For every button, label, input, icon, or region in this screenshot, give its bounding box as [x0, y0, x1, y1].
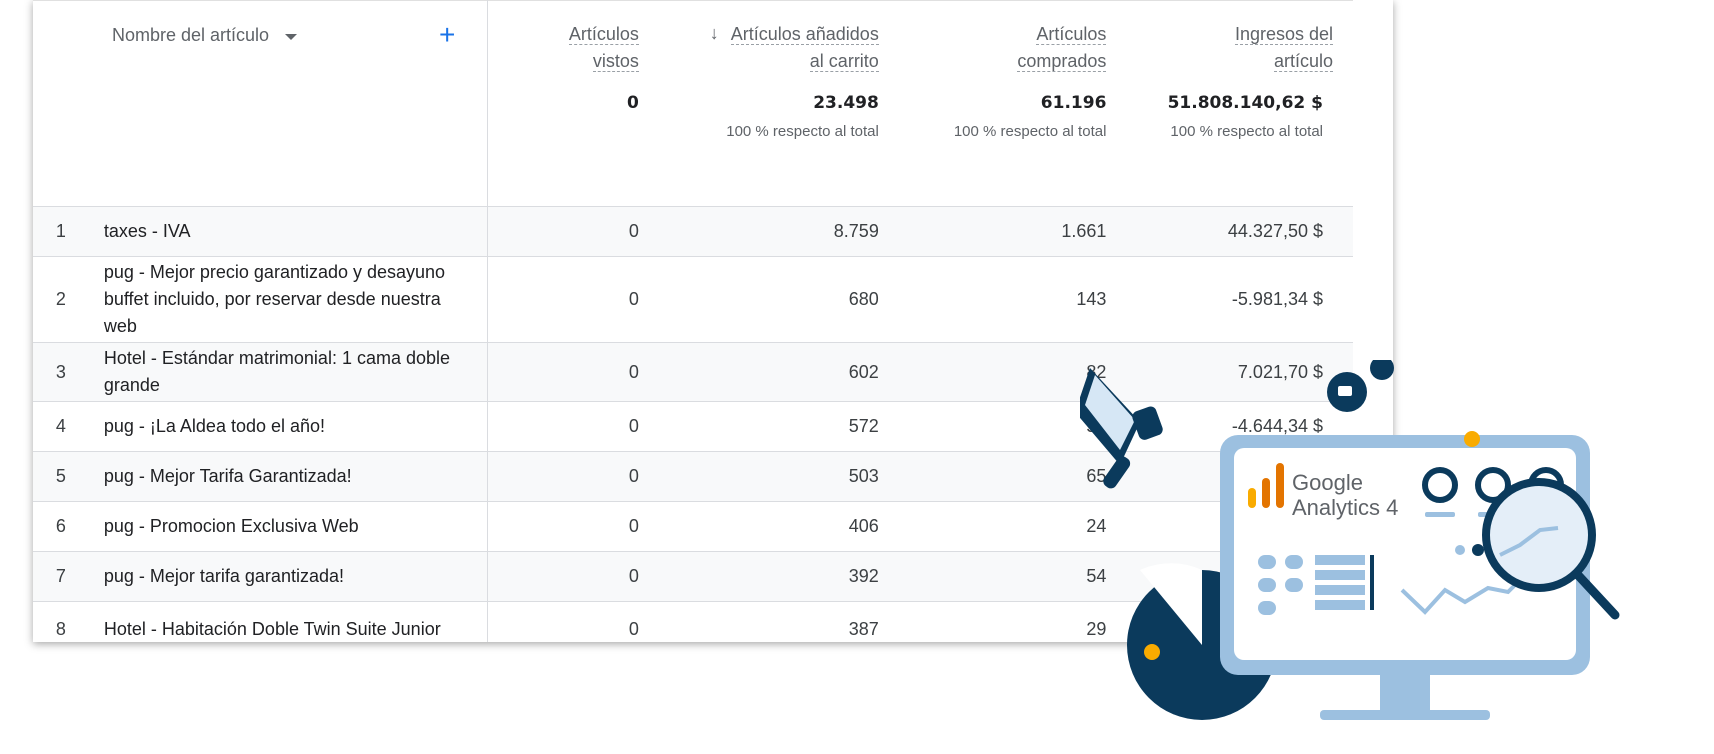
cell-carrito: 387: [848, 619, 879, 639]
dimension-label: Nombre del artículo: [112, 25, 270, 45]
row-index: 1: [55, 221, 66, 241]
cell-vistos: 0: [628, 416, 639, 436]
cell-comprados: 54: [1086, 566, 1107, 586]
table-row[interactable]: 7 pug - Mejor tarifa garantizada! 0 392 …: [33, 551, 1353, 602]
cell-vistos: 0: [628, 566, 639, 586]
row-name[interactable]: pug - ¡La Aldea todo el año!: [88, 401, 488, 452]
row-name[interactable]: pug - Mejor precio garantizado y desayun…: [88, 256, 488, 343]
pct-comprados: 100 % respecto al total: [953, 123, 1107, 140]
row-index: 2: [55, 289, 66, 309]
cell-ingresos: 7.021,70 $: [1237, 361, 1323, 382]
cell-comprados: 143: [1076, 289, 1107, 309]
row-index: 4: [55, 416, 66, 436]
cell-carrito: 392: [848, 566, 879, 586]
dimension-header: Nombre del artículo +: [33, 0, 488, 207]
header-carrito-title[interactable]: Artículos añadidos al carrito: [730, 24, 879, 72]
total-carrito: 23.498: [813, 93, 879, 113]
table-row[interactable]: 3 Hotel - Estándar matrimonial: 1 cama d…: [33, 342, 1353, 402]
header-comprados[interactable]: Artículos comprados 61.196 100 % respecto…: [899, 1, 1127, 207]
table-row[interactable]: 1 taxes - IVA 0 8.759 1.661 44.327,50 $: [33, 206, 1353, 257]
table-row[interactable]: 2 pug - Mejor precio garantizado y desay…: [33, 256, 1353, 343]
cell-comprados: 1.661: [1061, 221, 1107, 241]
dimension-selector[interactable]: Nombre del artículo: [112, 25, 298, 46]
pct-carrito: 100 % respecto al total: [726, 123, 879, 140]
header-ingresos-title[interactable]: Ingresos del artículo: [1234, 24, 1333, 72]
cell-vistos: 0: [628, 619, 639, 639]
cell-vistos: 0: [628, 516, 639, 536]
pct-ingresos: 100 % respecto al total: [1170, 123, 1323, 140]
cell-ingresos: 44.327,50 $: [1227, 221, 1323, 241]
megaphone-icon: [1080, 368, 1163, 489]
row-index: 8: [55, 619, 66, 639]
caret-down-icon: [285, 33, 298, 40]
row-name[interactable]: pug - Mejor tarifa garantizada!: [88, 551, 488, 602]
cell-carrito: 8.759: [833, 221, 879, 241]
table-row[interactable]: 4 pug - ¡La Aldea todo el año! 0 572 51 …: [33, 401, 1353, 452]
row-name[interactable]: taxes - IVA: [88, 206, 488, 257]
header-ingresos[interactable]: Ingresos del artículo 51.808.140,62 $ 100…: [1126, 1, 1353, 207]
total-ingresos: 51.808.140,62 $: [1167, 93, 1323, 113]
cell-vistos: 0: [628, 289, 639, 309]
header-carrito[interactable]: ↓ Artículos añadidos al carrito 23.498 10…: [659, 1, 899, 207]
cell-vistos: 0: [628, 361, 639, 382]
cell-carrito: 503: [848, 466, 879, 486]
cell-comprados: 29: [1086, 619, 1107, 639]
table-row[interactable]: 6 pug - Promocion Exclusiva Web 0 406 24: [33, 501, 1353, 552]
row-index: 5: [55, 466, 66, 486]
header-comprados-title[interactable]: Artículos comprados: [1017, 24, 1107, 72]
cell-carrito: 572: [848, 416, 879, 436]
cell-carrito: 406: [848, 516, 879, 536]
table-row[interactable]: 8 Hotel - Habitación Doble Twin Suite Ju…: [33, 601, 1353, 642]
row-index: 6: [55, 516, 66, 536]
thumbs-up-icon: [1327, 360, 1394, 412]
list-blocks: [1258, 555, 1374, 615]
cell-vistos: 0: [628, 221, 639, 241]
cell-vistos: 0: [628, 466, 639, 486]
total-vistos: 0: [627, 93, 639, 113]
header-vistos-title[interactable]: Artículos vistos: [568, 24, 639, 72]
total-comprados: 61.196: [1040, 93, 1107, 113]
decor-dot-icon: [1464, 431, 1480, 447]
ga-logo-line2: Analytics 4: [1292, 495, 1398, 520]
line-chart-icon: [1400, 544, 1532, 615]
table-row[interactable]: 5 pug - Mejor Tarifa Garantizada! 0 503 …: [33, 451, 1353, 502]
row-index: 7: [55, 566, 66, 586]
sort-down-arrow-icon[interactable]: ↓: [709, 23, 719, 43]
row-index: 3: [55, 361, 66, 382]
magnifier-icon: [1482, 478, 1620, 620]
decor-dot-icon: [1144, 644, 1160, 660]
cell-ingresos: -4.644,34 $: [1231, 416, 1323, 436]
report-card: Nombre del artículo + Artículos vistos 0 …: [33, 0, 1393, 642]
row-name[interactable]: Hotel - Estándar matrimonial: 1 cama dob…: [88, 342, 488, 402]
ga-logo-line1: Google: [1292, 470, 1363, 495]
ga-logo-icon: [1248, 463, 1284, 508]
cell-comprados: 24: [1086, 516, 1107, 536]
row-name[interactable]: Hotel - Habitación Doble Twin Suite Juni…: [88, 601, 488, 642]
add-dimension-icon[interactable]: +: [439, 19, 456, 50]
items-table: Nombre del artículo + Artículos vistos 0 …: [33, 0, 1353, 642]
table-header: Nombre del artículo + Artículos vistos 0 …: [33, 0, 1353, 207]
row-name[interactable]: pug - Mejor Tarifa Garantizada!: [88, 451, 488, 502]
header-vistos[interactable]: Artículos vistos 0: [487, 1, 659, 207]
cell-comprados: 65: [1086, 466, 1107, 486]
cell-carrito: 680: [848, 289, 879, 309]
cell-ingresos: -5.981,34 $: [1231, 289, 1323, 309]
cell-carrito: 602: [848, 361, 879, 382]
row-name[interactable]: pug - Promocion Exclusiva Web: [88, 501, 488, 552]
analytics-illustration: Google Analytics 4: [1080, 360, 1620, 720]
